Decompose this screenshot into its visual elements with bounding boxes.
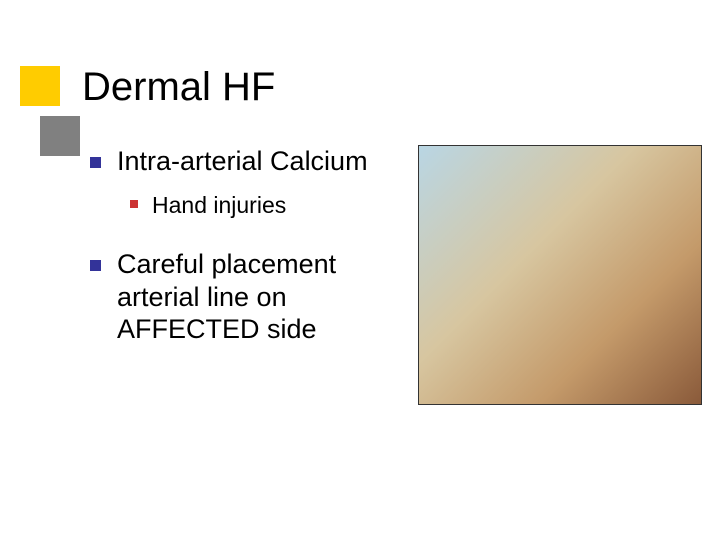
- bullet-square-icon: [90, 157, 101, 168]
- title-accent-box-2: [40, 116, 80, 156]
- bullet-content-area: Intra-arterial Calcium Hand injuries Car…: [90, 145, 400, 351]
- bullet-square-icon: [130, 200, 138, 208]
- bullet-item: Careful placement arterial line on AFFEC…: [90, 248, 400, 345]
- slide-title: Dermal HF: [82, 65, 275, 110]
- slide: Dermal HF Intra-arterial Calcium Hand in…: [0, 0, 720, 540]
- bullet-text: Intra-arterial Calcium: [117, 145, 368, 177]
- bullet-square-icon: [90, 260, 101, 271]
- bullet-item: Hand injuries: [130, 191, 400, 220]
- clinical-photo-placeholder: [418, 145, 702, 405]
- bullet-item: Intra-arterial Calcium: [90, 145, 400, 177]
- bullet-text: Hand injuries: [152, 191, 286, 220]
- title-accent-box-1: [20, 66, 60, 106]
- bullet-text: Careful placement arterial line on AFFEC…: [117, 248, 400, 345]
